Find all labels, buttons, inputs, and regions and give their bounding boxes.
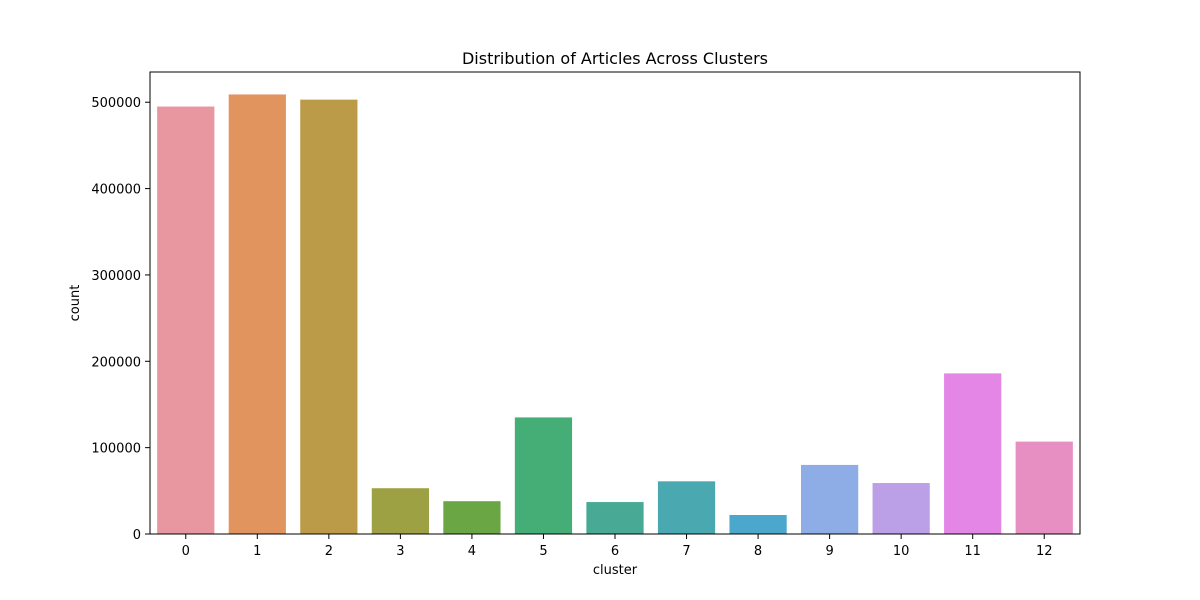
x-tick-label: 5 (539, 544, 547, 559)
bars-group (157, 94, 1073, 535)
bar-cluster-9 (801, 464, 859, 534)
x-tick-label: 9 (825, 544, 833, 559)
y-tick-label: 100000 (91, 442, 141, 457)
x-tick-label: 2 (325, 544, 333, 559)
x-tick-label: 11 (964, 544, 981, 559)
x-tick-label: 8 (754, 544, 762, 559)
y-tick-label: 400000 (91, 183, 141, 198)
chart-title: Distribution of Articles Across Clusters (462, 49, 768, 68)
bar-cluster-2 (300, 99, 358, 535)
x-tick-label: 3 (396, 544, 404, 559)
x-tick-label: 12 (1036, 544, 1053, 559)
x-tick-label: 6 (611, 544, 619, 559)
x-axis-label: cluster (593, 563, 638, 578)
bar-cluster-11 (944, 373, 1002, 534)
bar-cluster-0 (157, 106, 215, 534)
bar-cluster-10 (872, 483, 930, 534)
x-axis: 0 1 2 3 4 5 6 7 8 9 10 11 12 (182, 534, 1053, 559)
bar-cluster-4 (443, 501, 501, 534)
bar-cluster-7 (657, 481, 716, 534)
y-tick-label: 300000 (91, 269, 141, 284)
x-tick-label: 4 (468, 544, 476, 559)
x-tick-label: 7 (682, 544, 690, 559)
bar-cluster-3 (371, 488, 429, 534)
bar-cluster-12 (1015, 441, 1073, 534)
plot-frame (149, 71, 1081, 535)
bar-cluster-5 (514, 417, 573, 534)
bar-cluster-8 (729, 515, 787, 534)
x-tick-label: 1 (253, 544, 261, 559)
x-tick-label: 0 (182, 544, 190, 559)
y-tick-label: 0 (133, 528, 141, 543)
bar-cluster-1 (228, 94, 286, 535)
y-axis-label: count (68, 285, 83, 322)
bar-cluster-6 (586, 502, 644, 534)
y-tick-label: 200000 (91, 355, 141, 370)
y-tick-label: 500000 (91, 96, 141, 111)
x-tick-label: 10 (893, 544, 910, 559)
y-axis: 0 100000 200000 300000 400000 500000 (91, 96, 150, 543)
